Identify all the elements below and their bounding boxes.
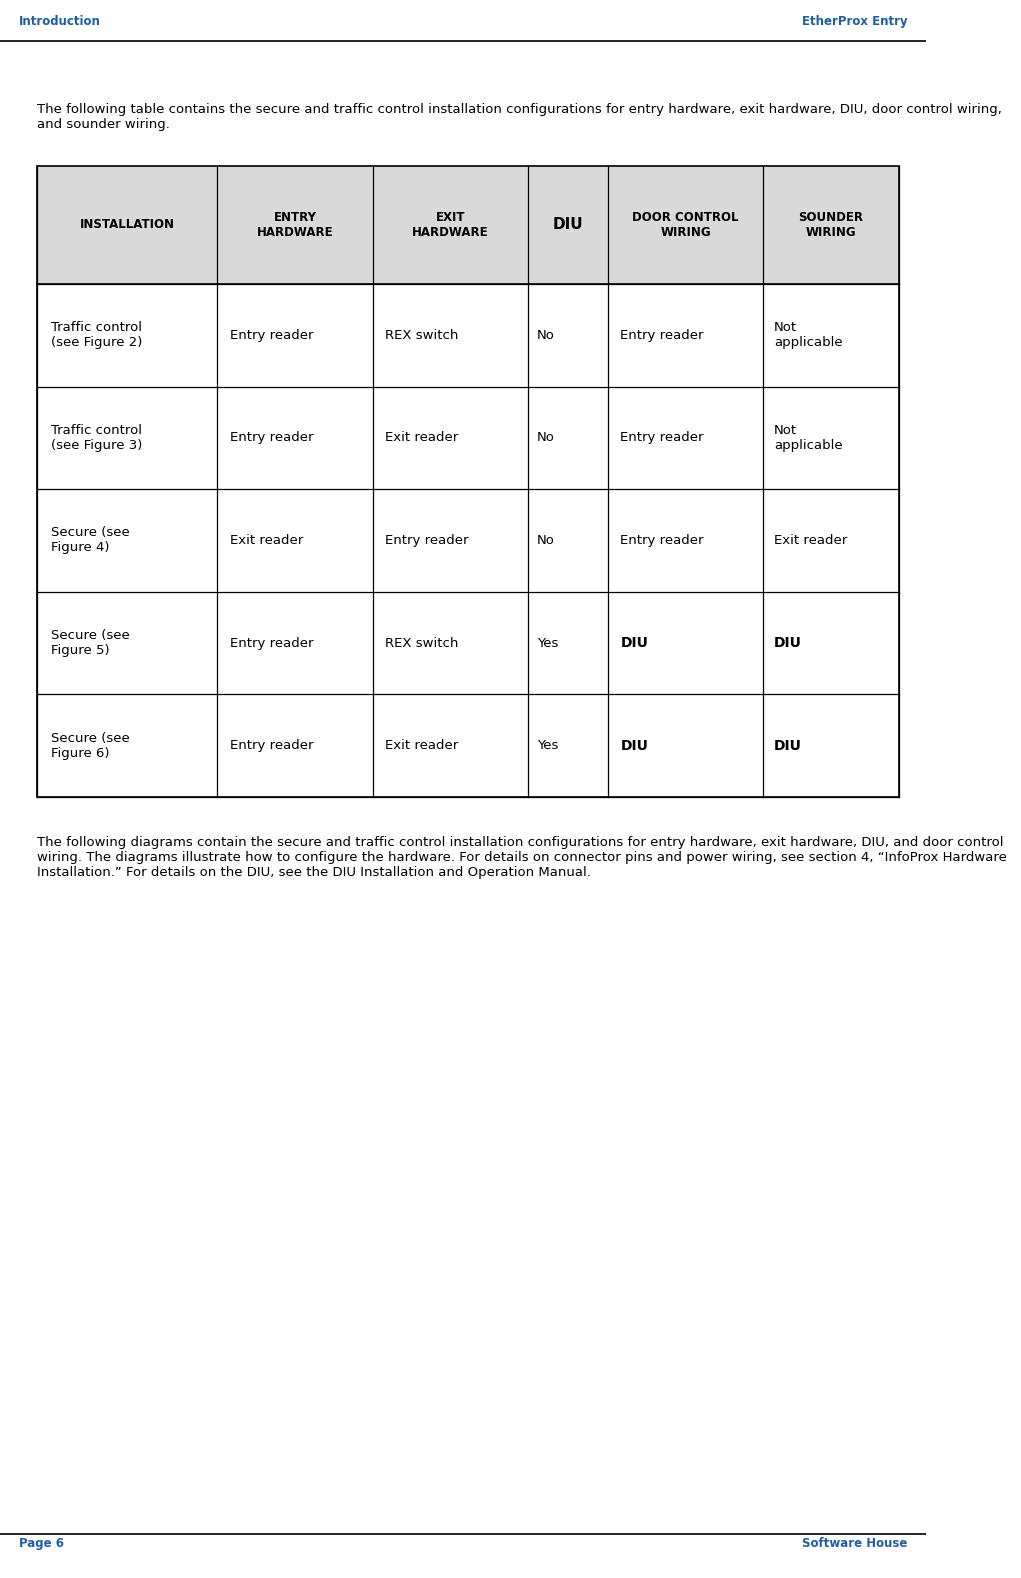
Text: Secure (see
Figure 4): Secure (see Figure 4) (51, 527, 131, 554)
Text: Entry reader: Entry reader (621, 533, 704, 548)
Text: DOOR CONTROL
WIRING: DOOR CONTROL WIRING (632, 211, 739, 238)
Text: SOUNDER
WIRING: SOUNDER WIRING (798, 211, 864, 238)
Text: Entry reader: Entry reader (230, 739, 313, 753)
Bar (37, 166, 898, 797)
Bar (37, 166, 898, 284)
Text: DIU: DIU (621, 739, 648, 753)
Text: DIU: DIU (621, 636, 648, 650)
Text: No: No (537, 533, 555, 548)
Text: Traffic control
(see Figure 2): Traffic control (see Figure 2) (51, 322, 143, 349)
Text: Exit reader: Exit reader (385, 431, 458, 445)
Text: Entry reader: Entry reader (385, 533, 469, 548)
Text: Exit reader: Exit reader (230, 533, 303, 548)
Text: Traffic control
(see Figure 3): Traffic control (see Figure 3) (51, 424, 143, 451)
Text: INSTALLATION: INSTALLATION (80, 218, 175, 232)
Text: No: No (537, 431, 555, 445)
Text: Exit reader: Exit reader (385, 739, 458, 753)
Bar (37, 387, 898, 489)
Text: REX switch: REX switch (385, 636, 458, 650)
Text: DIU: DIU (774, 739, 803, 753)
Bar (37, 694, 898, 797)
Text: ENTRY
HARDWARE: ENTRY HARDWARE (256, 211, 333, 238)
Text: REX switch: REX switch (385, 328, 458, 342)
Text: EtherProx Entry: EtherProx Entry (803, 16, 908, 28)
Text: Entry reader: Entry reader (230, 328, 313, 342)
Text: Yes: Yes (537, 739, 558, 753)
Text: Introduction: Introduction (18, 16, 100, 28)
Text: DIU: DIU (774, 636, 803, 650)
Text: DIU: DIU (552, 218, 583, 232)
Text: The following table contains the secure and traffic control installation configu: The following table contains the secure … (37, 103, 1002, 131)
Text: EXIT
HARDWARE: EXIT HARDWARE (412, 211, 489, 238)
Text: Page 6: Page 6 (18, 1537, 63, 1550)
Text: No: No (537, 328, 555, 342)
Text: Exit reader: Exit reader (774, 533, 847, 548)
Text: Entry reader: Entry reader (230, 431, 313, 445)
Bar (37, 284, 898, 387)
Text: Yes: Yes (537, 636, 558, 650)
Text: Entry reader: Entry reader (621, 431, 704, 445)
Bar (37, 489, 898, 592)
Text: Entry reader: Entry reader (621, 328, 704, 342)
Bar (37, 592, 898, 694)
Text: Entry reader: Entry reader (230, 636, 313, 650)
Text: Secure (see
Figure 6): Secure (see Figure 6) (51, 732, 131, 759)
Text: Not
applicable: Not applicable (774, 322, 842, 349)
Text: Not
applicable: Not applicable (774, 424, 842, 451)
Text: Secure (see
Figure 5): Secure (see Figure 5) (51, 630, 131, 656)
Text: Software House: Software House (803, 1537, 908, 1550)
Text: The following diagrams contain the secure and traffic control installation confi: The following diagrams contain the secur… (37, 836, 1007, 879)
